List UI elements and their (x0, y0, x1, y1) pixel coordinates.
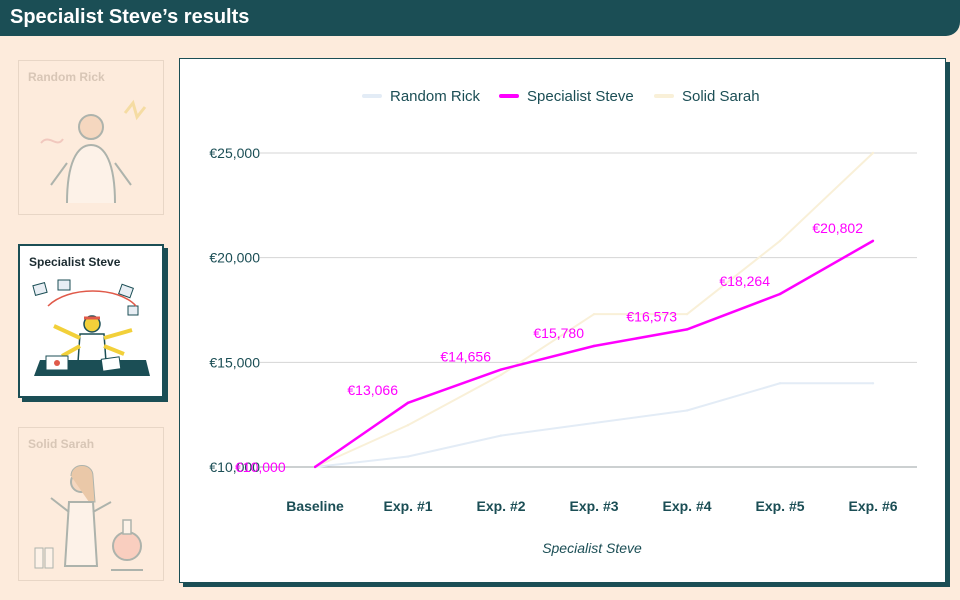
x-tick-label: Exp. #5 (755, 498, 804, 514)
x-tick-label: Exp. #3 (569, 498, 618, 514)
data-point (685, 312, 689, 316)
data-point (592, 312, 596, 316)
chart-panel: €10,000 €15,000 €20,000 €25,000 Baseline Exp.… (179, 58, 946, 583)
x-tick-label: Exp. #2 (476, 498, 525, 514)
data-point (685, 409, 689, 412)
card-specialist-steve[interactable]: Specialist Steve (18, 244, 164, 398)
y-tick-label: €10,000 (209, 459, 260, 475)
data-label: €20,802 (812, 220, 863, 236)
data-point (499, 373, 503, 377)
random-rick-illustration (40, 99, 147, 204)
data-label: €13,066 (347, 382, 398, 398)
x-tick-label: Exp. #1 (383, 498, 432, 514)
data-label: €18,264 (719, 273, 770, 289)
data-point (871, 239, 875, 243)
x-axis-title: Specialist Steve (542, 540, 642, 556)
solid-sarah-illustration (34, 465, 143, 571)
data-point (592, 421, 596, 425)
y-tick-label: €25,000 (209, 145, 260, 161)
legend-label: Solid Sarah (682, 88, 760, 105)
series-line (314, 239, 874, 469)
data-label: €16,573 (626, 308, 677, 324)
data-point (499, 368, 503, 371)
x-tick-label: Exp. #4 (662, 498, 711, 514)
header-bar: Specialist Steve’s results (0, 0, 960, 36)
y-tick-label: €20,000 (209, 250, 260, 266)
data-point (406, 455, 410, 458)
data-label: €15,780 (533, 325, 584, 341)
x-tick-label: Baseline (286, 498, 344, 514)
series-line (314, 152, 874, 468)
data-point (871, 151, 875, 155)
specialist-steve-illustration (32, 279, 150, 376)
series-line (314, 382, 873, 468)
x-tick-label: Exp. #6 (848, 498, 897, 514)
legend-label: Random Rick (390, 88, 481, 105)
data-point (592, 344, 596, 348)
data-point (406, 423, 410, 427)
card-label: Solid Sarah (28, 437, 95, 451)
y-tick-label: €15,000 (209, 354, 260, 370)
card-solid-sarah[interactable]: Solid Sarah (18, 427, 164, 581)
data-label: €14,656 (440, 349, 491, 365)
legend-label: Specialist Steve (527, 88, 634, 105)
card-random-rick[interactable]: Random Rick (18, 60, 164, 215)
data-point (499, 434, 503, 437)
card-label: Random Rick (28, 70, 105, 84)
page-title: Specialist Steve’s results (10, 6, 250, 28)
data-point (778, 382, 782, 385)
data-label: €10,000 (235, 459, 286, 475)
data-point (778, 239, 782, 243)
data-point (313, 465, 317, 469)
line-chart: €10,000 €15,000 €20,000 €25,000 Baseline Exp.… (209, 88, 917, 556)
data-point (685, 328, 689, 331)
data-point (871, 382, 875, 385)
data-point (778, 292, 782, 296)
card-label: Specialist Steve (29, 255, 121, 269)
data-point (406, 401, 410, 405)
